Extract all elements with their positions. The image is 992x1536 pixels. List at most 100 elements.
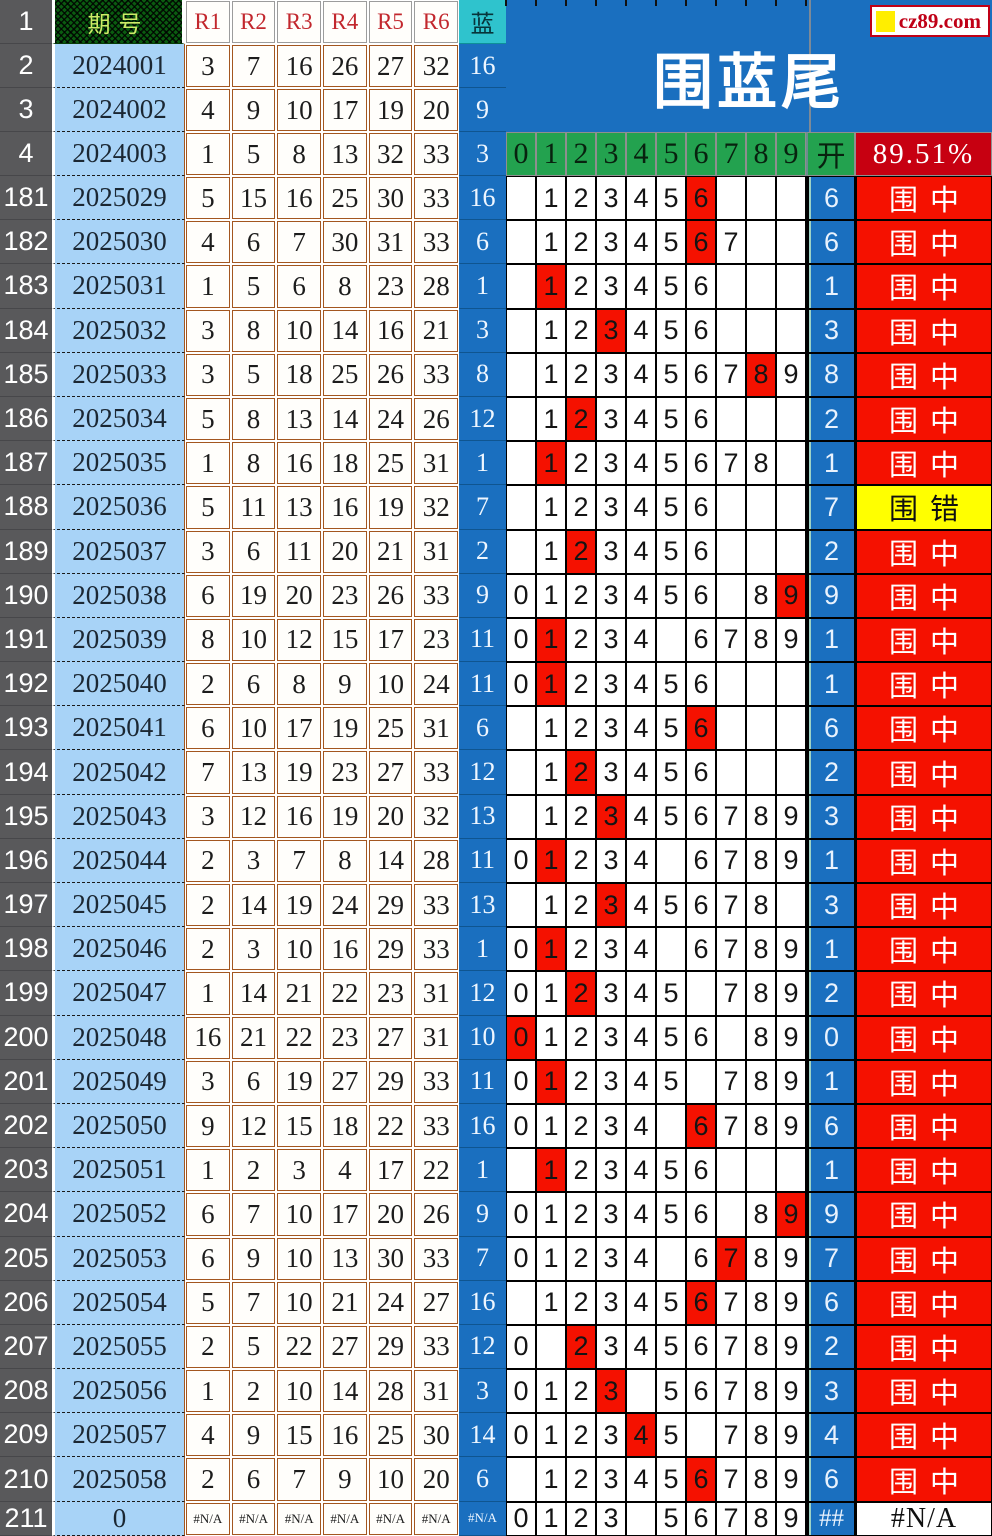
digit-cell[interactable]: 1 xyxy=(536,1192,566,1237)
red-ball-cell[interactable]: 10 xyxy=(277,1193,322,1236)
period-cell[interactable]: 2025044 xyxy=(52,838,185,883)
blue-ball-cell[interactable]: 1 xyxy=(459,264,506,309)
digit-cell[interactable] xyxy=(506,883,536,928)
digit-cell[interactable]: 6 xyxy=(686,1192,716,1237)
row-number-cell[interactable]: 195 xyxy=(0,794,52,839)
kai-cell[interactable]: 6 xyxy=(806,1103,855,1149)
digit-cell[interactable]: 4 xyxy=(626,1192,656,1237)
row-number-cell[interactable]: 202 xyxy=(0,1103,52,1149)
digit-cell[interactable]: 6 xyxy=(686,1015,716,1060)
red-ball-cell[interactable]: 10 xyxy=(231,618,276,662)
red-ball-cell[interactable]: 10 xyxy=(277,89,322,131)
digit-cell[interactable] xyxy=(746,706,776,751)
digit-cell[interactable]: 9 xyxy=(776,927,806,972)
digit-cell[interactable]: 8 xyxy=(746,1059,776,1104)
digit-cell[interactable] xyxy=(686,1059,716,1104)
digit-cell[interactable]: 1 xyxy=(536,308,566,353)
digit-cell[interactable] xyxy=(716,750,746,795)
red-ball-cell[interactable]: 18 xyxy=(323,442,367,485)
red-ball-cell[interactable]: 16 xyxy=(323,928,367,971)
digit-cell[interactable] xyxy=(716,529,746,574)
row-number-cell[interactable]: 194 xyxy=(0,750,52,795)
red-ball-cell[interactable]: 28 xyxy=(368,1370,413,1413)
digit-cell[interactable]: 2 xyxy=(566,750,596,795)
digit-cell[interactable]: 2 xyxy=(566,264,596,309)
result-cell[interactable]: 围中 xyxy=(855,396,992,442)
red-ball-cell[interactable]: 19 xyxy=(368,486,413,529)
kai-cell[interactable]: 1 xyxy=(806,264,855,309)
digit-cell[interactable]: 4 xyxy=(626,1148,656,1193)
result-cell[interactable]: 围中 xyxy=(855,794,992,839)
row-number-cell[interactable]: 201 xyxy=(0,1059,52,1104)
digit-cell[interactable] xyxy=(506,1280,536,1325)
kai-cell[interactable]: 1 xyxy=(806,617,855,663)
digit-cell[interactable]: 1 xyxy=(536,883,566,928)
red-ball-cell[interactable]: 29 xyxy=(368,884,413,927)
digit-cell[interactable]: 3 xyxy=(596,794,626,839)
digit-cell[interactable]: 6 xyxy=(686,750,716,795)
result-cell[interactable]: 围中 xyxy=(855,176,992,221)
result-cell[interactable]: 围中 xyxy=(855,1059,992,1104)
red-ball-cell[interactable]: #N/A xyxy=(414,1502,459,1535)
red-ball-cell[interactable]: 33 xyxy=(414,751,459,794)
digit-cell[interactable]: 0 xyxy=(506,838,536,883)
digit-cell[interactable]: 3 xyxy=(596,573,626,618)
digit-cell[interactable]: 7 xyxy=(716,794,746,839)
row-number-cell[interactable]: 199 xyxy=(0,971,52,1016)
digit-cell[interactable] xyxy=(746,750,776,795)
result-cell[interactable]: 围中 xyxy=(855,971,992,1016)
digit-cell[interactable]: 3 xyxy=(596,662,626,707)
digit-cell[interactable]: 8 xyxy=(746,1457,776,1502)
digit-cell[interactable] xyxy=(626,1501,656,1536)
row-number-cell[interactable]: 190 xyxy=(0,573,52,618)
red-ball-cell[interactable]: 22 xyxy=(414,1149,459,1192)
digit-cell[interactable]: 5 xyxy=(656,1324,686,1370)
period-cell[interactable]: 2025052 xyxy=(52,1192,185,1237)
digit-cell[interactable] xyxy=(506,264,536,309)
blue-ball-cell[interactable]: 13 xyxy=(459,883,506,928)
kai-cell[interactable]: 1 xyxy=(806,1059,855,1104)
red-ball-cell[interactable]: 33 xyxy=(414,1060,459,1103)
site-badge[interactable]: cz89.com xyxy=(869,5,990,37)
digit-cell[interactable]: 6 xyxy=(686,662,716,707)
kai-cell[interactable]: 6 xyxy=(806,1280,855,1325)
digit-cell[interactable] xyxy=(506,706,536,751)
red-ball-cell[interactable]: #N/A xyxy=(368,1502,413,1535)
digit-cell[interactable]: 6 xyxy=(686,794,716,839)
row-number-cell[interactable]: 186 xyxy=(0,396,52,442)
digit-cell[interactable]: 8 xyxy=(746,927,776,972)
red-ball-cell[interactable]: 28 xyxy=(414,839,459,882)
digit-cell[interactable]: 6 xyxy=(686,1280,716,1325)
red-ball-header[interactable]: R2 xyxy=(231,1,276,43)
period-cell[interactable]: 2025054 xyxy=(52,1280,185,1325)
red-ball-cell[interactable]: 14 xyxy=(323,309,367,352)
digit-cell[interactable]: 3 xyxy=(596,1501,626,1536)
digit-cell[interactable]: 6 xyxy=(686,352,716,397)
digit-cell[interactable]: 6 xyxy=(686,220,716,265)
red-ball-cell[interactable]: 6 xyxy=(186,1193,230,1236)
red-ball-cell[interactable]: 27 xyxy=(368,751,413,794)
red-ball-cell[interactable]: 7 xyxy=(186,751,230,794)
row-number-cell[interactable]: 205 xyxy=(0,1236,52,1281)
digit-cell[interactable]: 6 xyxy=(686,706,716,751)
kai-cell[interactable]: 4 xyxy=(806,1413,855,1458)
red-ball-cell[interactable]: 17 xyxy=(323,1193,367,1236)
digit-cell[interactable]: 3 xyxy=(596,1236,626,1281)
red-ball-cell[interactable]: 2 xyxy=(186,839,230,882)
digit-cell[interactable]: 7 xyxy=(716,971,746,1016)
red-ball-cell[interactable]: 10 xyxy=(277,928,322,971)
blue-ball-cell[interactable]: 16 xyxy=(459,1103,506,1149)
digit-cell[interactable]: 4 xyxy=(626,441,656,486)
digit-cell[interactable]: 1 xyxy=(536,396,566,442)
red-ball-cell[interactable]: 24 xyxy=(323,884,367,927)
red-ball-cell[interactable]: 5 xyxy=(231,133,276,175)
period-cell[interactable]: 2025055 xyxy=(52,1324,185,1370)
red-ball-cell[interactable]: 15 xyxy=(277,1104,322,1148)
result-cell[interactable]: 围中 xyxy=(855,1236,992,1281)
red-ball-cell[interactable]: 20 xyxy=(277,574,322,617)
digit-cell[interactable] xyxy=(776,485,806,530)
result-cell[interactable]: 围中 xyxy=(855,1457,992,1502)
red-ball-cell[interactable]: 2 xyxy=(186,1458,230,1501)
digit-cell[interactable] xyxy=(536,1324,566,1370)
kai-cell[interactable]: 6 xyxy=(806,1457,855,1502)
